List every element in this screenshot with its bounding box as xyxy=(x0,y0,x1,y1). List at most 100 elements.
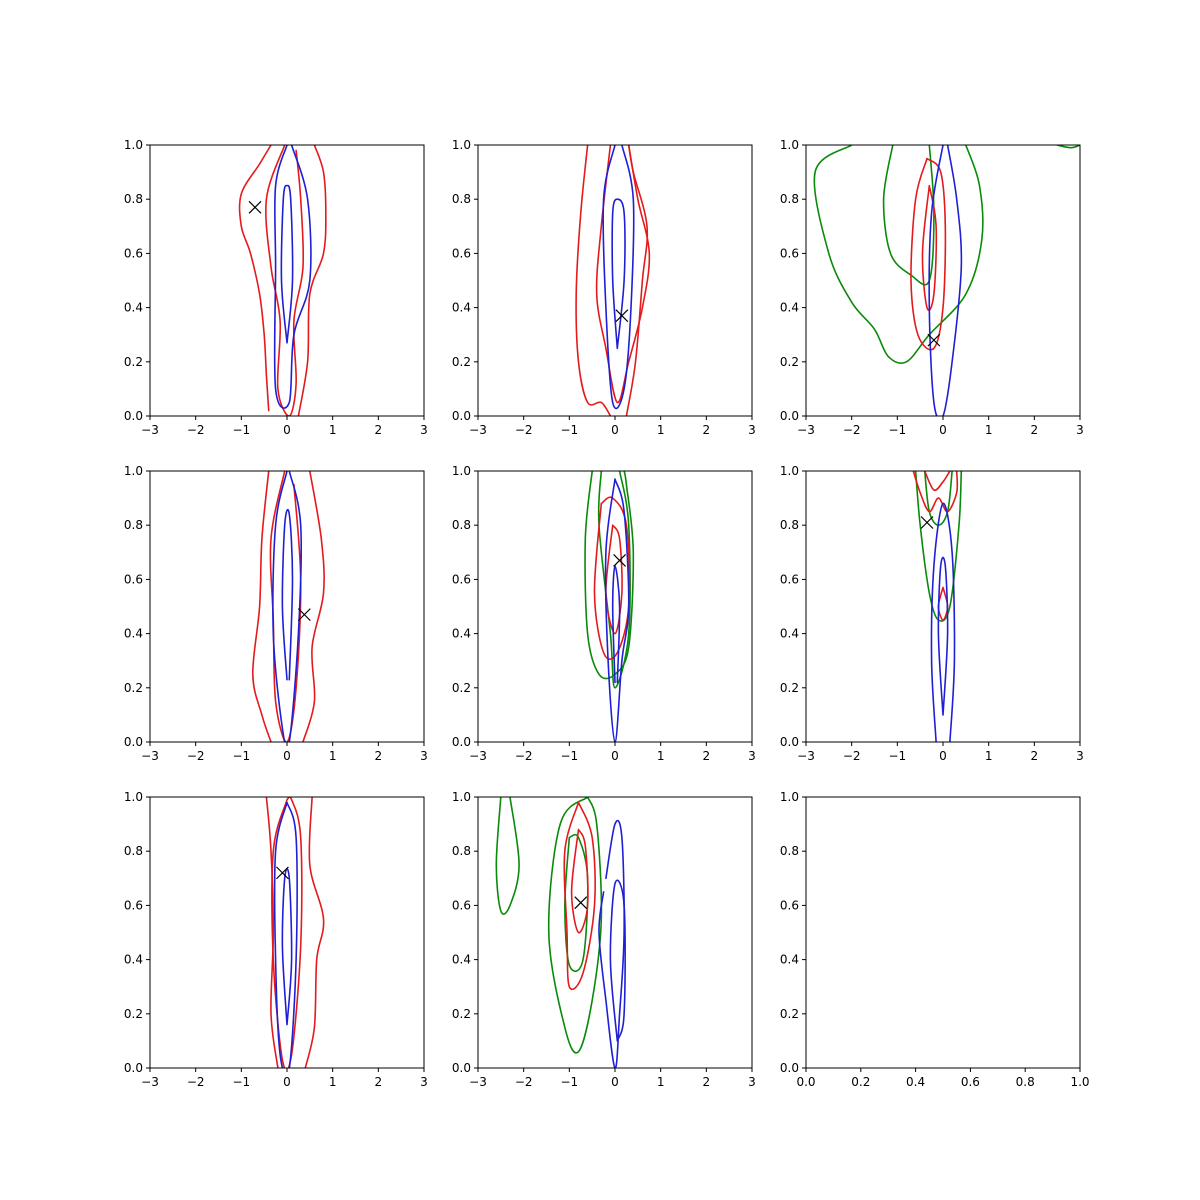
x-tick-label: −3 xyxy=(469,423,487,437)
x-tick-label: 2 xyxy=(375,423,383,437)
x-tick-label: 0.6 xyxy=(961,1075,980,1089)
x-tick-label: −1 xyxy=(232,423,250,437)
y-tick-label: 1.0 xyxy=(452,138,471,152)
x-tick-label: 3 xyxy=(748,1075,756,1089)
y-tick-label: 0.0 xyxy=(780,1061,799,1075)
y-tick-label: 0.6 xyxy=(452,572,471,586)
y-tick-label: 0.4 xyxy=(124,953,143,967)
y-tick-label: 0.6 xyxy=(780,898,799,912)
plot-area xyxy=(238,145,327,416)
y-tick-label: 0.0 xyxy=(452,1061,471,1075)
y-tick-label: 0.0 xyxy=(124,409,143,423)
x-tick-label: −2 xyxy=(843,749,861,763)
x-tick-label: 0.8 xyxy=(1016,1075,1035,1089)
x-tick-label: −1 xyxy=(232,749,250,763)
red-contour-line xyxy=(937,586,949,621)
plot-area xyxy=(584,471,635,742)
plot-area xyxy=(912,471,963,742)
blue-contour-line xyxy=(280,184,294,344)
x-tick-label: −2 xyxy=(187,749,205,763)
subplot-2-1: −3 −2 −1 0 1 2 3 0.0 0.2 0.4 0.6 0.8 1.0 xyxy=(124,464,428,763)
blue-contour-line xyxy=(281,868,293,1026)
blue-contour-line xyxy=(928,145,963,416)
red-contour-line xyxy=(625,145,649,416)
blue-contour-line xyxy=(930,502,956,742)
x-tick-label: 0 xyxy=(283,749,291,763)
blue-contour-line xyxy=(598,819,625,1068)
y-tick-label: 0.4 xyxy=(124,627,143,641)
y-tick-label: 0.4 xyxy=(780,953,799,967)
x-tick-label: 2 xyxy=(703,749,711,763)
blue-contour-line xyxy=(937,556,949,716)
y-tick-label: 0.8 xyxy=(452,192,471,206)
x-tick-label: −3 xyxy=(469,749,487,763)
subplot-3-3: 0.0 0.2 0.4 0.6 0.8 1.0 0.0 0.2 0.4 0.6 0.8 1.0 xyxy=(780,790,1090,1089)
red-contour-line xyxy=(265,145,305,416)
y-tick-label: 0.8 xyxy=(124,844,143,858)
x-tick-label: −2 xyxy=(843,423,861,437)
x-marker xyxy=(297,608,311,622)
x-tick-label: 0 xyxy=(283,1075,291,1089)
y-tick-label: 0.8 xyxy=(124,518,143,532)
x-marker xyxy=(615,309,629,323)
x-tick-label: 1 xyxy=(657,1075,665,1089)
y-tick-label: 1.0 xyxy=(780,790,799,804)
plot-area xyxy=(265,797,325,1068)
red-contour-line xyxy=(563,801,596,991)
y-tick-label: 0.4 xyxy=(124,301,143,315)
x-tick-label: 0 xyxy=(611,1075,619,1089)
y-tick-label: 0.2 xyxy=(780,1007,799,1021)
y-tick-label: 1.0 xyxy=(124,464,143,478)
x-tick-label: −1 xyxy=(560,1075,578,1089)
y-tick-label: 0.2 xyxy=(452,681,471,695)
subplot-3-2: −3 −2 −1 0 1 2 3 0.0 0.2 0.4 0.6 0.8 1.0 xyxy=(452,790,756,1089)
x-marker xyxy=(276,866,289,880)
y-tick-label: 0.2 xyxy=(124,681,143,695)
x-tick-label: 0 xyxy=(939,423,947,437)
red-contour-line xyxy=(269,471,302,742)
y-tick-label: 0.0 xyxy=(780,409,799,423)
y-tick-label: 0.0 xyxy=(780,735,799,749)
blue-contour-line xyxy=(611,198,626,350)
x-tick-label: 2 xyxy=(375,749,383,763)
red-contour-line xyxy=(575,145,612,416)
y-tick-label: 0.2 xyxy=(780,355,799,369)
red-contour-line xyxy=(238,145,272,412)
y-tick-label: 0.8 xyxy=(780,844,799,858)
axes-frame xyxy=(149,796,425,1069)
x-marker xyxy=(613,554,626,567)
x-tick-label: 0.4 xyxy=(906,1075,925,1089)
y-tick-label: 0.0 xyxy=(124,1061,143,1075)
blue-contour-line xyxy=(609,879,626,1042)
x-tick-label: 3 xyxy=(420,423,428,437)
red-contour-line xyxy=(921,184,938,312)
x-tick-label: 3 xyxy=(420,749,428,763)
x-marker xyxy=(920,516,934,529)
x-tick-label: 1 xyxy=(329,1075,337,1089)
x-tick-label: 1 xyxy=(985,423,993,437)
blue-contour-line xyxy=(272,471,303,742)
y-tick-label: 0.6 xyxy=(124,898,143,912)
red-contour-line xyxy=(595,145,651,404)
blue-contour-line xyxy=(611,565,621,684)
x-tick-label: 2 xyxy=(703,423,711,437)
x-tick-label: −2 xyxy=(515,1075,533,1089)
subplot-2-3: −3 −2 −1 0 1 2 3 0.0 0.2 0.4 0.6 0.8 1.0 xyxy=(780,464,1084,763)
red-contour-line xyxy=(297,145,327,416)
x-tick-label: −3 xyxy=(797,423,815,437)
y-tick-label: 0.0 xyxy=(452,409,471,423)
plot-area xyxy=(495,797,626,1068)
y-tick-label: 1.0 xyxy=(780,138,799,152)
y-tick-label: 1.0 xyxy=(452,464,471,478)
axes-frame xyxy=(477,144,753,417)
y-tick-label: 0.8 xyxy=(452,518,471,532)
x-tick-label: 3 xyxy=(748,749,756,763)
subplot-2-2: −3 −2 −1 0 1 2 3 0.0 0.2 0.4 0.6 0.8 1.0 xyxy=(452,464,756,763)
y-tick-label: 0.2 xyxy=(780,681,799,695)
green-contour-line xyxy=(1056,145,1080,149)
y-tick-label: 1.0 xyxy=(124,790,143,804)
y-tick-label: 0.8 xyxy=(780,518,799,532)
y-tick-label: 0.2 xyxy=(452,1007,471,1021)
y-tick-label: 0.0 xyxy=(124,735,143,749)
y-tick-label: 1.0 xyxy=(780,464,799,478)
